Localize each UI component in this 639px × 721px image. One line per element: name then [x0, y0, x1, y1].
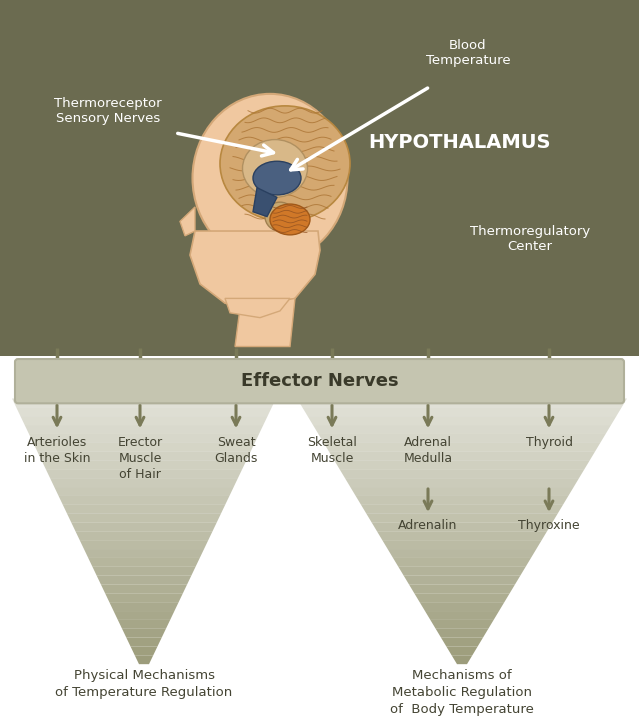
Polygon shape — [75, 531, 213, 540]
Text: Thermoregulatory
Center: Thermoregulatory Center — [470, 225, 590, 253]
Ellipse shape — [270, 204, 310, 235]
Polygon shape — [96, 575, 191, 585]
Polygon shape — [235, 298, 295, 347]
Polygon shape — [393, 558, 531, 567]
Polygon shape — [350, 487, 574, 496]
Polygon shape — [50, 478, 238, 487]
Polygon shape — [452, 655, 472, 664]
Text: Arterioles
in the Skin: Arterioles in the Skin — [24, 436, 90, 465]
Polygon shape — [114, 611, 174, 620]
Polygon shape — [101, 585, 187, 593]
Polygon shape — [109, 602, 179, 611]
Polygon shape — [430, 620, 494, 629]
Text: Thermoreceptor
Sensory Nerves: Thermoreceptor Sensory Nerves — [54, 97, 162, 125]
Polygon shape — [409, 585, 515, 593]
Polygon shape — [29, 434, 259, 443]
Polygon shape — [420, 602, 504, 611]
Text: Erector
Muscle
of Hair: Erector Muscle of Hair — [118, 436, 162, 481]
Ellipse shape — [265, 202, 295, 231]
Polygon shape — [340, 469, 584, 478]
Polygon shape — [318, 434, 606, 443]
Polygon shape — [297, 399, 627, 407]
Polygon shape — [180, 207, 195, 236]
Polygon shape — [84, 549, 204, 558]
Polygon shape — [324, 443, 600, 451]
Polygon shape — [425, 611, 499, 620]
Polygon shape — [307, 416, 617, 425]
Polygon shape — [361, 505, 563, 513]
Polygon shape — [334, 461, 590, 469]
Text: Thyroid: Thyroid — [525, 436, 573, 449]
Polygon shape — [42, 461, 247, 469]
Text: Thyroxine: Thyroxine — [518, 519, 580, 532]
Polygon shape — [88, 558, 200, 567]
Polygon shape — [366, 513, 558, 523]
Polygon shape — [54, 487, 234, 496]
Polygon shape — [80, 540, 208, 549]
Polygon shape — [436, 629, 488, 637]
Polygon shape — [388, 549, 536, 558]
Text: Adrenalin: Adrenalin — [398, 519, 458, 532]
Text: Physical Mechanisms
of Temperature Regulation: Physical Mechanisms of Temperature Regul… — [56, 669, 233, 699]
Polygon shape — [25, 425, 263, 434]
Polygon shape — [67, 513, 221, 523]
Ellipse shape — [220, 106, 350, 221]
Text: Adrenal
Medulla: Adrenal Medulla — [403, 436, 452, 465]
Polygon shape — [345, 478, 579, 487]
Polygon shape — [127, 637, 162, 647]
Polygon shape — [16, 407, 272, 416]
Polygon shape — [414, 593, 510, 602]
Ellipse shape — [192, 94, 348, 262]
Polygon shape — [93, 567, 196, 575]
Polygon shape — [118, 620, 170, 629]
Text: Mechanisms of
Metabolic Regulation
of  Body Temperature: Mechanisms of Metabolic Regulation of Bo… — [390, 669, 534, 716]
Polygon shape — [382, 540, 542, 549]
Text: Sweat
Glands: Sweat Glands — [214, 436, 258, 465]
Bar — [0, 0, 639, 356]
Polygon shape — [225, 298, 290, 318]
Polygon shape — [398, 567, 526, 575]
Polygon shape — [329, 451, 595, 461]
Polygon shape — [356, 496, 568, 505]
Text: Blood
Temperature: Blood Temperature — [426, 39, 511, 67]
Ellipse shape — [242, 140, 307, 198]
Polygon shape — [38, 451, 250, 461]
Polygon shape — [46, 469, 242, 478]
Polygon shape — [12, 399, 276, 407]
Polygon shape — [253, 187, 277, 216]
Polygon shape — [33, 443, 255, 451]
Polygon shape — [20, 416, 268, 425]
Polygon shape — [313, 425, 611, 434]
Polygon shape — [122, 629, 166, 637]
Ellipse shape — [253, 162, 301, 195]
Polygon shape — [302, 407, 622, 416]
Polygon shape — [404, 575, 520, 585]
Polygon shape — [377, 531, 547, 540]
Polygon shape — [72, 523, 217, 531]
Polygon shape — [446, 647, 478, 655]
Text: Skeletal
Muscle: Skeletal Muscle — [307, 436, 357, 465]
Polygon shape — [135, 655, 153, 664]
Polygon shape — [59, 496, 229, 505]
Polygon shape — [372, 523, 552, 531]
Text: HYPOTHALAMUS: HYPOTHALAMUS — [369, 133, 551, 152]
FancyBboxPatch shape — [15, 359, 624, 403]
Polygon shape — [441, 637, 483, 647]
Polygon shape — [63, 505, 225, 513]
Polygon shape — [190, 231, 320, 308]
Bar — [0, 356, 639, 694]
Text: Effector Nerves: Effector Nerves — [241, 372, 398, 390]
Polygon shape — [130, 647, 157, 655]
Polygon shape — [105, 593, 183, 602]
